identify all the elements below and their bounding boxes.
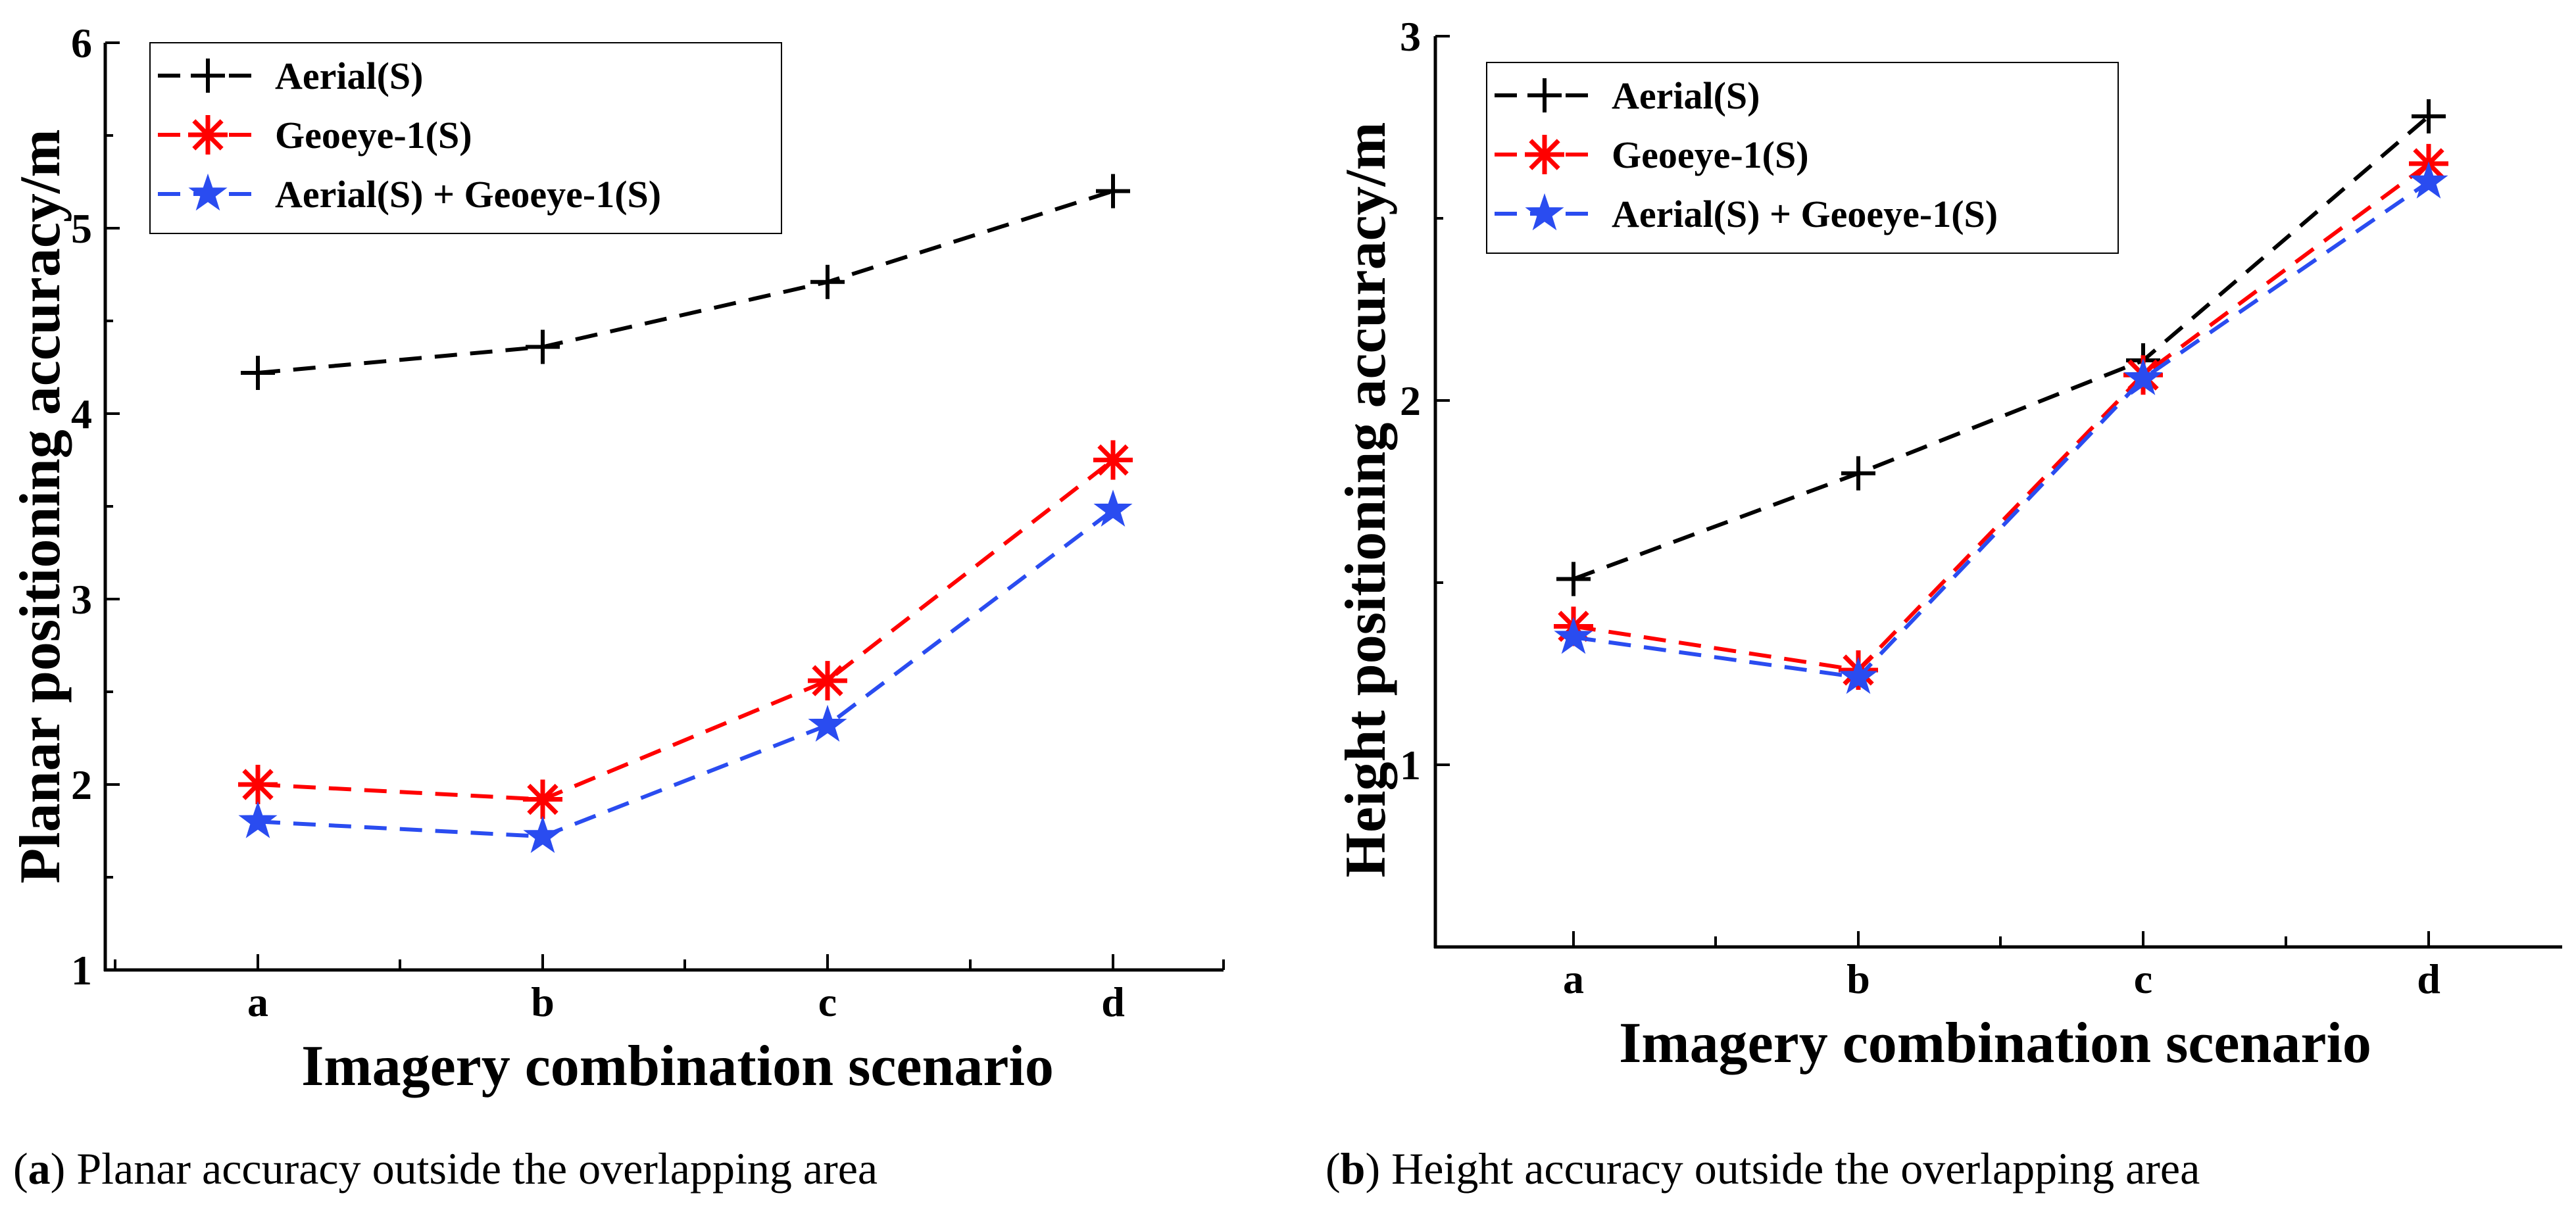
legend: Aerial(S) Geoeye-1(S) Aerial(S) + Geoeye-1… (1486, 62, 2119, 254)
y-axis-title: Planar positioning accuracy/m (9, 129, 72, 883)
legend-label: Geoeye-1(S) (275, 114, 472, 157)
x-tick-label: d (2417, 955, 2440, 1002)
x-axis-title: Imagery combination scenario (1619, 1011, 2371, 1075)
data-point-asterisk (808, 661, 847, 701)
chart-height-accuracy: 1 2 3 a b c d Aerial(S) Geoeye-1(S) Aerial(S) + G… (1325, 13, 2562, 1194)
legend-marker (191, 59, 225, 93)
y-tick-label: 2 (1400, 377, 1421, 424)
y-tick-label: 1 (71, 947, 92, 994)
y-tick-label: 3 (71, 576, 92, 623)
data-point-plus (1096, 174, 1130, 208)
legend-label: Aerial(S) + Geoeye-1(S) (1612, 193, 1998, 235)
series-line-1 (257, 458, 1114, 802)
x-tick-label: c (2134, 955, 2152, 1002)
legend-marker (188, 173, 228, 211)
data-point-star (523, 815, 562, 854)
legend-marker (1525, 135, 1564, 174)
data-point-star (2409, 161, 2448, 199)
x-tick-label: a (247, 978, 268, 1025)
data-point-plus (526, 329, 560, 364)
data-point-star (238, 801, 278, 838)
data-point-plus (1841, 456, 1875, 491)
y-tick-label: 1 (1400, 742, 1421, 788)
y-tick-label: 5 (71, 205, 92, 252)
series-line-0 (1572, 114, 2430, 581)
legend-label: Geoeye-1(S) (1612, 133, 1809, 176)
legend: Aerial(S) Geoeye-1(S) Aerial(S) + Geoeye-1… (149, 42, 782, 234)
data-point-star (2123, 358, 2163, 395)
data-point-asterisk (1093, 440, 1133, 480)
legend-label: Aerial(S) + Geoeye-1(S) (275, 173, 661, 216)
y-tick-label: 6 (71, 20, 92, 66)
x-axis-title: Imagery combination scenario (301, 1034, 1054, 1098)
legend-box (149, 42, 782, 234)
y-axis-title: Height positioning accuracy/m (1334, 122, 1398, 878)
legend-marker (188, 115, 228, 155)
legend-marker (1527, 78, 1562, 112)
caption-letter: b (1341, 1144, 1366, 1194)
legend-label: Aerial(S) (275, 55, 424, 97)
series-line-2 (1573, 180, 2430, 680)
series-line-2 (257, 508, 1114, 839)
data-point-asterisk (238, 765, 278, 804)
data-point-star (1554, 616, 1593, 654)
data-point-plus (810, 264, 845, 299)
figure-caption: (a) Planar accuracy outside the overlapp… (13, 1144, 878, 1194)
y-tick-label: 2 (71, 761, 92, 808)
data-point-star (808, 704, 847, 742)
series-line-1 (1573, 162, 2430, 673)
data-point-plus (2412, 99, 2446, 133)
data-point-asterisk (523, 779, 562, 819)
caption-text: Height accuracy outside the overlapping … (1391, 1144, 2200, 1194)
figure-caption: (b) Height accuracy outside the overlapp… (1325, 1144, 2200, 1194)
y-tick-label: 4 (71, 391, 92, 437)
legend-box (1486, 62, 2119, 254)
x-tick-label: b (531, 978, 555, 1025)
x-tick-label: a (1563, 955, 1584, 1002)
caption-text: Planar accuracy outside the overlapping … (76, 1144, 878, 1194)
data-point-plus (1556, 562, 1591, 596)
x-tick-label: b (1846, 955, 1870, 1002)
series-line-0 (257, 189, 1114, 375)
legend-label: Aerial(S) (1612, 74, 1760, 117)
data-point-star (1093, 489, 1133, 527)
data-point-plus (241, 355, 275, 390)
legend-marker (1525, 193, 1564, 231)
x-tick-label: d (1101, 978, 1125, 1025)
caption-letter: a (28, 1144, 51, 1194)
chart-planar-accuracy: 1 2 3 4 5 6 a b c d Aerial(S) Geoeye-1(S) Aerial(S) … (9, 20, 1225, 1194)
y-tick-label: 3 (1400, 13, 1421, 60)
x-tick-label: c (818, 978, 837, 1025)
data-point-star (1839, 656, 1878, 694)
